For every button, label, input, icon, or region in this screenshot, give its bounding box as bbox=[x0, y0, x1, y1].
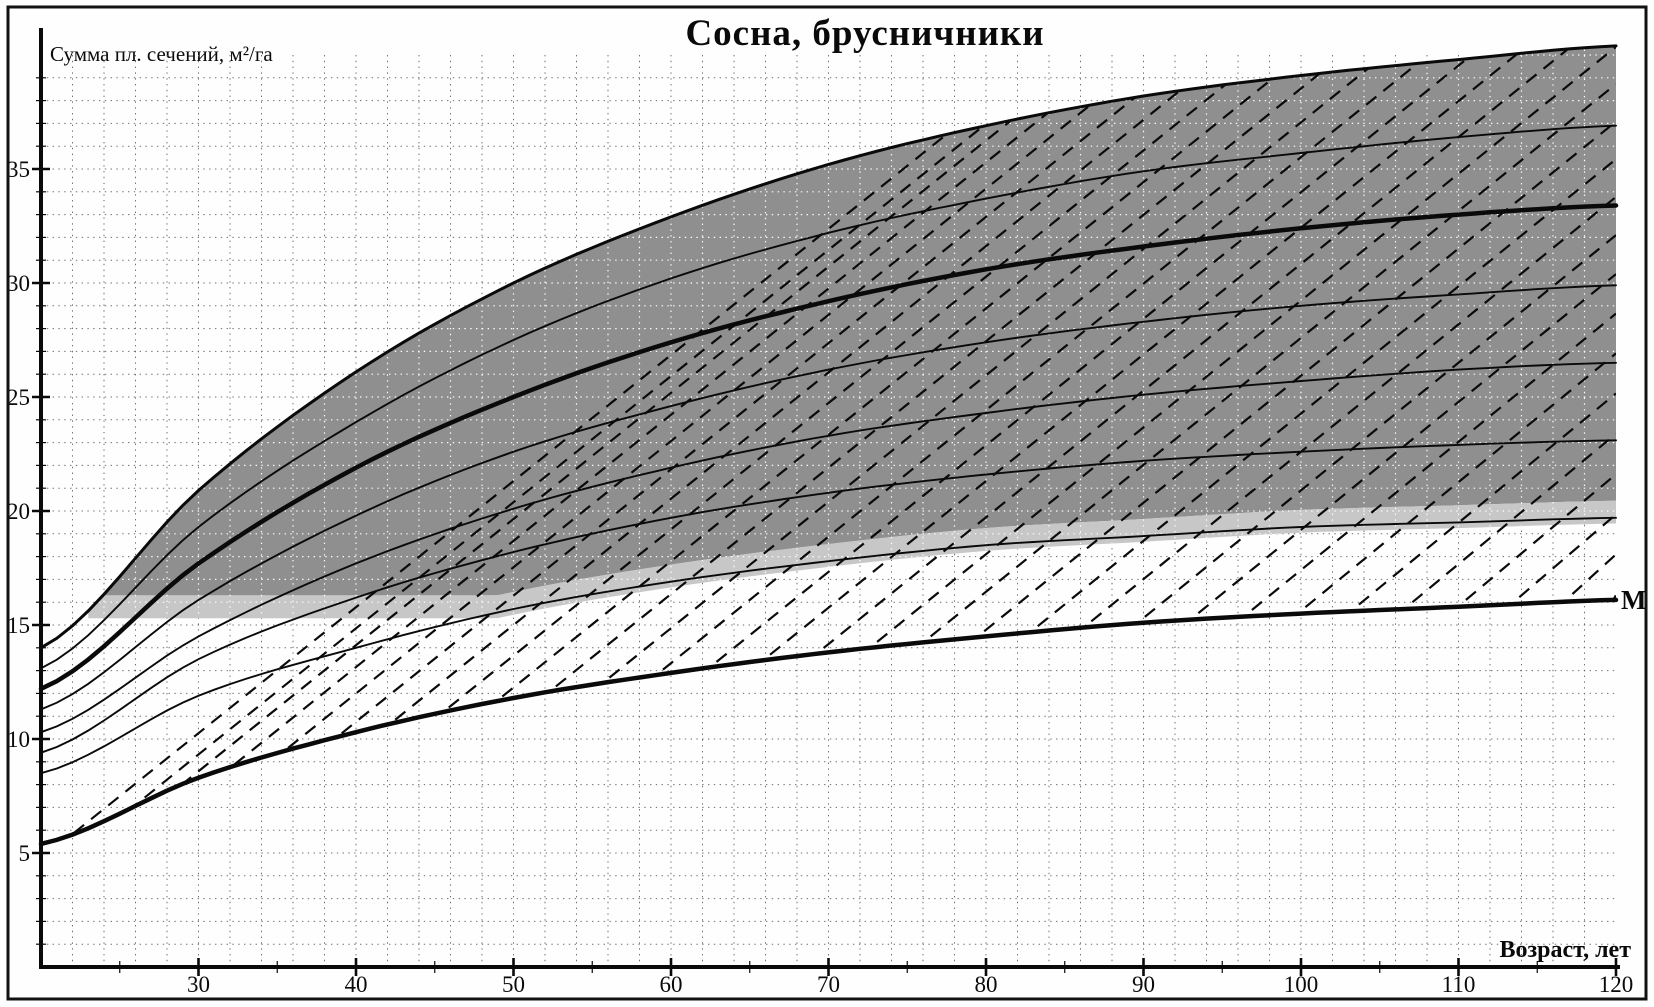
y-tick-label: 20 bbox=[7, 499, 30, 524]
y-tick-label: 30 bbox=[7, 271, 30, 296]
x-tick-label: 120 bbox=[1599, 972, 1634, 997]
y-tick-label: 35 bbox=[7, 157, 30, 182]
x-tick-label: 90 bbox=[1132, 972, 1155, 997]
x-tick-label: 80 bbox=[975, 972, 998, 997]
x-tick-label: 60 bbox=[660, 972, 683, 997]
x-tick-label: 70 bbox=[817, 972, 840, 997]
y-axis-title: Сумма пл. сечений, м²/га bbox=[50, 42, 273, 66]
curve-basal-area-curve-3-bold bbox=[38, 203, 1619, 692]
chart-title: Сосна, брусничники bbox=[685, 13, 1045, 54]
curve-basal-area-curve-7-lowest bbox=[40, 516, 1617, 775]
x-tick-label: 110 bbox=[1442, 972, 1476, 997]
curve-basal-area-curve-1-upper-boundary bbox=[39, 44, 1618, 650]
x-tick-label: 50 bbox=[502, 972, 525, 997]
x-tick-label: 100 bbox=[1284, 972, 1319, 997]
dashed-isolines bbox=[56, 45, 1616, 844]
y-tick-label: 10 bbox=[7, 727, 30, 752]
y-tick-label: 25 bbox=[7, 385, 30, 410]
curve-basal-area-curve-4 bbox=[40, 284, 1617, 711]
ticks bbox=[32, 77, 1618, 976]
m-curve-label: М bbox=[1621, 585, 1646, 615]
y-tick-label: 5 bbox=[19, 841, 31, 866]
curve-basal-area-curve-2 bbox=[40, 124, 1617, 670]
x-axis-title: Возраст, лет bbox=[1499, 937, 1631, 963]
figure-border bbox=[6, 5, 1648, 1001]
curve-minimum-curve-M bbox=[38, 597, 1619, 847]
curve-basal-area-curve-6 bbox=[40, 439, 1617, 754]
y-tick-label: 15 bbox=[7, 613, 30, 638]
curve-basal-area-curve-5 bbox=[40, 361, 1617, 734]
x-tick-label: 40 bbox=[345, 972, 368, 997]
x-tick-label: 30 bbox=[187, 972, 210, 997]
